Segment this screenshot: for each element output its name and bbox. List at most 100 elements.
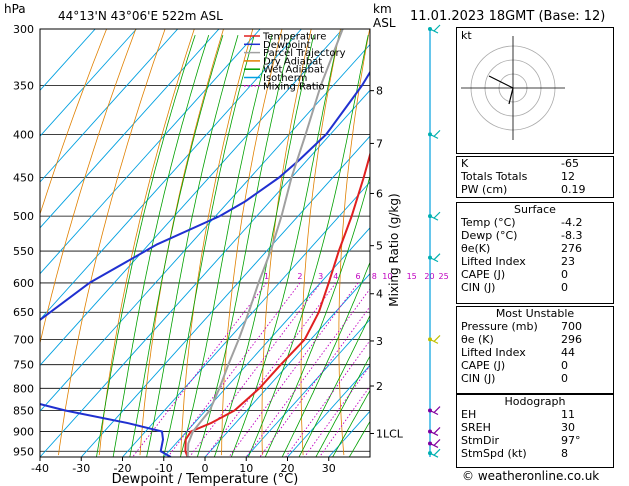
mixing-ratio-label: 6 bbox=[355, 272, 360, 281]
surface-value: 0 bbox=[561, 281, 568, 294]
isotherm-line bbox=[204, 272, 370, 457]
mixing-ratio-label: 1 bbox=[264, 272, 269, 281]
legend-label: Isotherm bbox=[263, 73, 307, 84]
x-tick-label: -20 bbox=[114, 462, 132, 475]
most-unstable-value: 0 bbox=[561, 372, 568, 385]
legend-label: Parcel Trajectory bbox=[263, 48, 346, 59]
km-tick-label: 4 bbox=[376, 288, 383, 301]
surface-row: Dewp (°C) -8.3 bbox=[457, 229, 613, 242]
pressure-tick-label: 850 bbox=[13, 405, 34, 418]
x-tick-label: 30 bbox=[322, 462, 336, 475]
surface-label: θe(K) bbox=[461, 242, 491, 255]
wet-adiabat-line bbox=[197, 35, 292, 457]
isotherm-line bbox=[40, 29, 220, 229]
isotherm-line bbox=[40, 29, 137, 137]
hodograph-trace bbox=[488, 75, 514, 105]
wet-adiabat-line bbox=[264, 174, 370, 457]
mixing-ratio-line bbox=[205, 282, 337, 457]
wet-adiabat-line bbox=[163, 34, 255, 457]
dry-adiabat-line bbox=[40, 29, 107, 216]
most-unstable-title: Most Unstable bbox=[495, 307, 575, 320]
temperature-axis: -40 -30 -20 -10 0 10 20 30 bbox=[31, 457, 336, 475]
pressure-tick-label: 400 bbox=[13, 128, 34, 141]
mixing-ratio-labels: 12346810152025 bbox=[264, 272, 449, 281]
pressure-tick-label: 450 bbox=[13, 172, 34, 185]
hodograph-row: EH 11 bbox=[457, 408, 613, 421]
totals-totals-value: 12 bbox=[561, 170, 575, 183]
pressure-tick-label: 750 bbox=[13, 359, 34, 372]
legend-label: Dry Adiabat bbox=[263, 56, 322, 67]
surface-title: Surface bbox=[514, 203, 556, 216]
wet-adiabat-line bbox=[213, 35, 315, 457]
mixing-ratio-line bbox=[245, 288, 370, 457]
wet-adiabat-line bbox=[281, 261, 370, 457]
km-tick-label: 7 bbox=[376, 137, 383, 150]
dry-adiabat-line bbox=[139, 29, 224, 456]
km-tick-label: 3 bbox=[376, 335, 383, 348]
hodograph-row: StmDir 97° bbox=[457, 434, 613, 447]
dry-adiabat-line bbox=[411, 29, 428, 455]
pw-row: PW (cm) 0.19 bbox=[457, 183, 613, 196]
isotherm-line bbox=[40, 29, 179, 183]
dry-adiabat-line bbox=[261, 29, 312, 456]
series-temperature bbox=[184, 151, 370, 457]
hodograph-row: SREH 30 bbox=[457, 421, 613, 434]
surface-label: CIN (J) bbox=[461, 281, 496, 294]
dry-adiabat-line bbox=[300, 29, 341, 456]
most-unstable-row: CIN (J) 0 bbox=[457, 372, 613, 385]
mixing-ratio-label: 3 bbox=[318, 272, 323, 281]
wind-barb bbox=[429, 129, 441, 139]
indices-box: K -65 Totals Totals 12 PW (cm) 0.19 bbox=[456, 156, 614, 198]
most-unstable-label: θe (K) bbox=[461, 333, 494, 346]
hodograph-panel: kt bbox=[456, 27, 614, 154]
hodograph-value: 11 bbox=[561, 408, 575, 421]
copyright: © weatheronline.co.uk bbox=[462, 469, 600, 483]
most-unstable-value: 0 bbox=[561, 359, 568, 372]
most-unstable-box: Most Unstable Pressure (mb) 700 θe (K) 296 L… bbox=[456, 306, 614, 394]
x-tick-label: 20 bbox=[281, 462, 295, 475]
surface-value: 276 bbox=[561, 242, 582, 255]
wind-barb bbox=[429, 406, 441, 416]
legend-label: Wet Adiabat bbox=[263, 65, 324, 76]
wind-barb bbox=[429, 253, 441, 263]
pressure-tick-label: 700 bbox=[13, 333, 34, 346]
most-unstable-label: CAPE (J) bbox=[461, 359, 506, 372]
wind-profile bbox=[428, 24, 441, 458]
k-index-row: K -65 bbox=[457, 157, 613, 170]
surface-label: Lifted Index bbox=[461, 255, 526, 268]
km-tick-label: 2 bbox=[376, 380, 383, 393]
isotherm-line bbox=[40, 29, 344, 367]
pressure-tick-label: 800 bbox=[13, 382, 34, 395]
height-axis: 8 7 6 5 4 3 2 1LCL bbox=[370, 85, 404, 440]
x-tick-label: -10 bbox=[155, 462, 173, 475]
most-unstable-label: CIN (J) bbox=[461, 372, 496, 385]
isotherm-line bbox=[122, 181, 370, 457]
mixing-ratio-label: 8 bbox=[372, 272, 377, 281]
surface-row: θe(K) 276 bbox=[457, 242, 613, 255]
mixing-ratio-line bbox=[285, 339, 370, 457]
km-tick-label: 8 bbox=[376, 85, 383, 98]
surface-value: -8.3 bbox=[561, 229, 583, 242]
km-tick-label: 1LCL bbox=[376, 427, 404, 440]
mixing-ratio-label: 2 bbox=[297, 272, 302, 281]
x-tick-label: -30 bbox=[72, 462, 90, 475]
dry-adiabat-line bbox=[58, 29, 166, 456]
wet-adiabat-line bbox=[112, 34, 210, 457]
wet-adiabat-line bbox=[298, 314, 370, 457]
isotherm-line bbox=[40, 43, 370, 412]
wind-barb bbox=[429, 427, 441, 436]
surface-label: Dewp (°C) bbox=[461, 229, 518, 242]
surface-row: Temp (°C) -4.2 bbox=[457, 216, 613, 229]
hodograph-row: StmSpd (kt) 8 bbox=[457, 447, 613, 460]
isotherm-line bbox=[245, 318, 370, 457]
hodograph-unit: kt bbox=[461, 29, 472, 42]
x-tick-label: -40 bbox=[31, 462, 49, 475]
wet-adiabat-line bbox=[315, 355, 370, 457]
pressure-tick-label: 350 bbox=[13, 79, 34, 92]
x-tick-label: 0 bbox=[202, 462, 209, 475]
hodograph-label: SREH bbox=[461, 421, 491, 434]
mixing-ratio-label: 10 bbox=[382, 272, 392, 281]
most-unstable-value: 296 bbox=[561, 333, 582, 346]
wind-barb bbox=[429, 334, 441, 344]
